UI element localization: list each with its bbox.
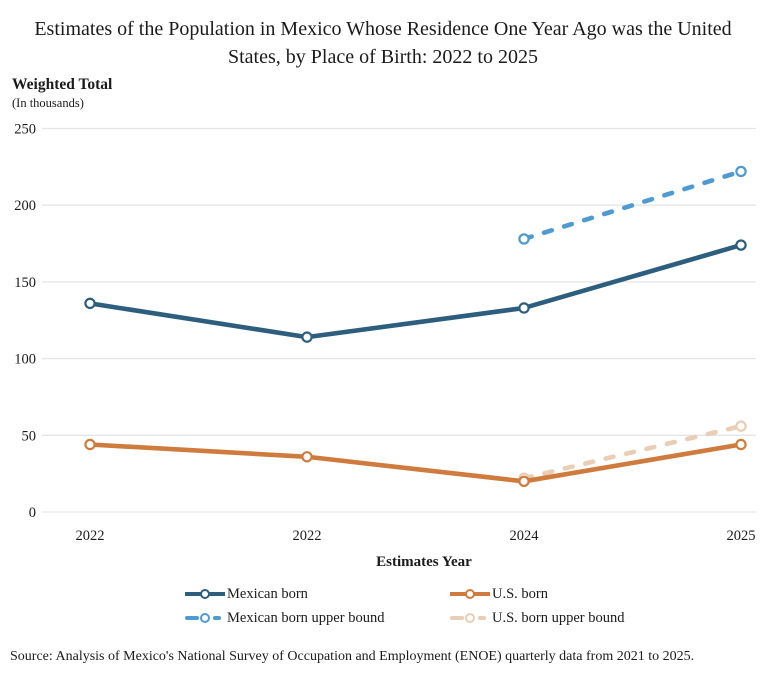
legend-label: U.S. born upper bound — [492, 609, 625, 626]
line-chart-plot-area: 0 50 100 150 200 250 2022 2022 2024 2025 Estimates… — [14, 122, 756, 570]
legend-label: Mexican born upper bound — [227, 609, 385, 626]
legend-item-mexican-born-upper-bound: Mexican born upper bound — [185, 606, 384, 630]
data-point-marker — [518, 302, 530, 314]
y-axis-title: Weighted Total — [12, 76, 113, 93]
y-tick-label: 100 — [14, 352, 36, 368]
data-point-marker — [735, 165, 747, 178]
legend-item-us-born-upper-bound: U.S. born upper bound — [450, 606, 625, 630]
data-point-marker — [735, 438, 747, 451]
legend-label: Mexican born — [227, 585, 308, 602]
legend-item-us-born: U.S. born — [450, 582, 625, 606]
x-tick-label: 2024 — [510, 528, 540, 544]
legend-swatch-solid-line-icon — [450, 588, 490, 600]
series-line — [87, 242, 744, 340]
legend-swatch-dashed-line-icon — [185, 612, 225, 624]
data-point-marker — [84, 297, 96, 310]
y-tick-label: 250 — [14, 122, 36, 138]
legend-swatch-dashed-line-icon — [450, 612, 490, 624]
data-point-marker — [84, 438, 96, 451]
data-point-marker — [518, 233, 530, 245]
y-tick-label: 50 — [22, 428, 37, 444]
x-tick-label: 2022 — [76, 528, 105, 544]
series-line — [87, 442, 744, 484]
data-point-marker — [301, 331, 313, 343]
y-axis-units-note: (In thousands) — [12, 96, 84, 110]
data-point-marker — [735, 420, 747, 432]
data-point-marker — [301, 451, 313, 463]
y-tick-label: 200 — [14, 198, 36, 214]
legend-column-right: U.S. born U.S. born upper bound — [450, 582, 625, 630]
x-tick-label: 2022 — [293, 528, 322, 544]
data-point-marker — [735, 239, 747, 251]
series-line — [521, 169, 744, 242]
x-tick-label: 2025 — [727, 528, 756, 544]
data-point-marker — [518, 475, 530, 488]
y-tick-label: 150 — [14, 275, 36, 291]
x-axis-title: Estimates Year — [376, 554, 472, 570]
legend-label: U.S. born — [492, 585, 548, 602]
series-line — [521, 423, 744, 481]
legend-item-mexican-born: Mexican born — [185, 582, 384, 606]
legend-column-left: Mexican born Mexican born upper bound — [185, 582, 384, 630]
source-note: Source: Analysis of Mexico's National Su… — [10, 649, 695, 664]
chart-legend: Mexican born Mexican born upper bound U.… — [0, 582, 766, 634]
legend-swatch-solid-line-icon — [185, 588, 225, 600]
chart-title: Estimates of the Population in Mexico Wh… — [34, 18, 732, 69]
y-tick-label: 0 — [29, 505, 36, 521]
